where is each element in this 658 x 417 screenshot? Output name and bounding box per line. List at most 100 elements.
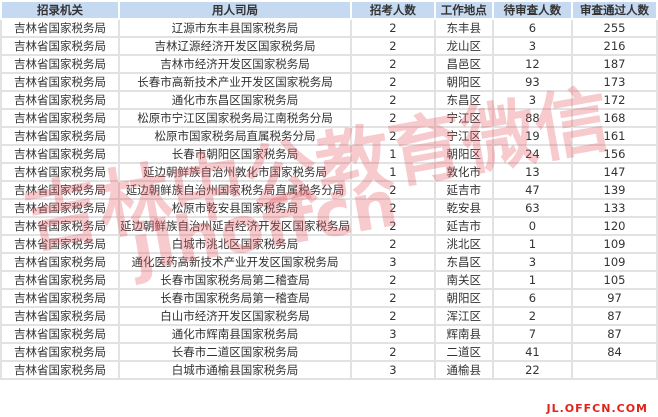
table-cell: 吉林省国家税务局 (0, 18, 121, 38)
cell-text: 19 (525, 129, 540, 143)
table-cell: 2 (350, 198, 436, 218)
table-cell: 6 (491, 288, 574, 308)
table-cell: 187 (571, 54, 658, 74)
table-row: 吉林省国家税务局 通化市辉南县国家税务局 3 辉南县 7 87 (0, 324, 658, 344)
cell-text: 延边朝鲜族自治州延吉经济开发区国家税务局 (120, 219, 351, 233)
table-cell: 2 (491, 306, 574, 326)
cell-text: 延边朝鲜族自治州国家税务局直属税务分局 (125, 183, 345, 197)
table-cell: 吉林省国家税务局 (0, 144, 121, 164)
table-cell: 1 (350, 162, 436, 182)
table-cell: 吉林省国家税务局 (0, 234, 121, 254)
table-cell: 1 (491, 234, 574, 254)
cell-text: 216 (603, 39, 626, 53)
cell-text: 洮北区 (446, 237, 481, 251)
table-cell: 2 (350, 18, 436, 38)
table-cell: 长春市二道区国家税务局 (118, 342, 353, 362)
cell-text: 139 (603, 183, 626, 197)
table-cell: 朝阳区 (433, 288, 494, 308)
table-cell: 吉林省国家税务局 (0, 324, 121, 344)
cell-text: 通化医药高新技术产业开发区国家税务局 (131, 255, 339, 269)
cell-text: 龙山区 (446, 39, 481, 53)
table-cell: 敦化市 (433, 162, 494, 182)
cell-text: 辽源市东丰县国家税务局 (171, 21, 299, 35)
cell-text: 133 (603, 201, 626, 215)
cell-text: 吉林省国家税务局 (14, 147, 107, 161)
cell-text: 白城市通榆县国家税务局 (171, 363, 299, 377)
table-cell: 龙山区 (433, 36, 494, 56)
cell-text: 吉林省国家税务局 (14, 291, 107, 305)
table-cell: 白山市经济开发区国家税务局 (118, 306, 353, 326)
table-cell: 吉林省国家税务局 (0, 360, 121, 380)
table-cell: 通化市辉南县国家税务局 (118, 324, 353, 344)
cell-text: 吉林省国家税务局 (14, 237, 107, 251)
cell-text: 松原市国家税务局直属税务分局 (154, 129, 316, 143)
cell-text: 97 (607, 291, 622, 305)
cell-text: 敦化市 (446, 165, 481, 179)
table-cell: 吉林省国家税务局 (0, 90, 121, 110)
cell-text: 2 (389, 39, 397, 53)
cell-text: 3 (528, 39, 537, 53)
table-cell: 吉林省国家税务局 (0, 108, 121, 128)
table-cell: 3 (350, 252, 436, 272)
table-cell: 7 (491, 324, 574, 344)
cell-text: 2 (389, 21, 397, 35)
table-row: 吉林省国家税务局 白山市经济开发区国家税务局 2 浑江区 2 87 (0, 306, 658, 326)
cell-text: 通榆县 (446, 363, 481, 377)
cell-text: 延吉市 (446, 183, 481, 197)
column-header: 招录机关 (0, 0, 121, 20)
table-row: 吉林省国家税务局 吉林市经济开发区国家税务局 2 昌邑区 12 187 (0, 54, 658, 74)
cell-text: 昌邑区 (446, 57, 481, 71)
cell-text: 朝阳区 (446, 291, 481, 305)
cell-text: 41 (525, 345, 540, 359)
table-cell: 松原市乾安县国家税务局 (118, 198, 353, 218)
table-cell: 宁江区 (433, 126, 494, 146)
table-row: 吉林省国家税务局 松原市国家税务局直属税务分局 2 宁江区 19 161 (0, 126, 658, 146)
cell-text: 白城市洮北区国家税务局 (171, 237, 299, 251)
table-cell: 2 (350, 180, 436, 200)
table-cell: 87 (571, 324, 658, 344)
table-cell: 2 (350, 54, 436, 74)
cell-text: 2 (389, 345, 397, 359)
table-cell: 延边朝鲜族自治州延吉经济开发区国家税务局 (118, 216, 353, 236)
cell-text: 2 (389, 219, 397, 233)
cell-text: 2 (528, 309, 537, 323)
cell-text: 88 (525, 111, 540, 125)
table-cell: 3 (350, 324, 436, 344)
table-cell: 168 (571, 108, 658, 128)
table-cell: 63 (491, 198, 574, 218)
table-cell: 通化医药高新技术产业开发区国家税务局 (118, 252, 353, 272)
table-cell: 3 (491, 90, 574, 110)
cell-text: 105 (603, 273, 626, 287)
table-cell: 昌邑区 (433, 54, 494, 74)
table-cell: 0 (491, 216, 574, 236)
column-header: 工作地点 (433, 0, 494, 20)
table-cell: 松原市宁江区国家税务局江南税务分局 (118, 108, 353, 128)
table-cell: 173 (571, 72, 658, 92)
table-cell: 2 (350, 72, 436, 92)
table-cell: 通榆县 (433, 360, 494, 380)
table-cell: 吉林省国家税务局 (0, 216, 121, 236)
table-cell: 朝阳区 (433, 144, 494, 164)
cell-text: 3 (528, 93, 537, 107)
table-cell: 3 (350, 360, 436, 380)
table-cell: 109 (571, 252, 658, 272)
table-cell: 吉林省国家税务局 (0, 252, 121, 272)
table-cell: 白城市洮北区国家税务局 (118, 234, 353, 254)
cell-text: 吉林省国家税务局 (14, 111, 107, 125)
table-row: 吉林省国家税务局 通化医药高新技术产业开发区国家税务局 3 东昌区 3 109 (0, 252, 658, 272)
cell-text: 3 (389, 255, 397, 269)
column-header: 待审查人数 (491, 0, 574, 20)
table-cell: 2 (350, 36, 436, 56)
table-cell: 156 (571, 144, 658, 164)
cell-text: 156 (603, 147, 626, 161)
table-cell: 120 (571, 216, 658, 236)
cell-text: 南关区 (446, 273, 481, 287)
table-cell: 88 (491, 108, 574, 128)
cell-text: 延边朝鲜族自治州敦化市国家税务局 (143, 165, 328, 179)
cell-text: 吉林省国家税务局 (14, 327, 107, 341)
table-cell: 2 (350, 126, 436, 146)
column-header: 审查通过人数 (571, 0, 658, 20)
cell-text: 7 (528, 327, 537, 341)
cell-text: 13 (525, 165, 540, 179)
table-row: 吉林省国家税务局 长春市朝阳区国家税务局 1 朝阳区 24 156 (0, 144, 658, 164)
